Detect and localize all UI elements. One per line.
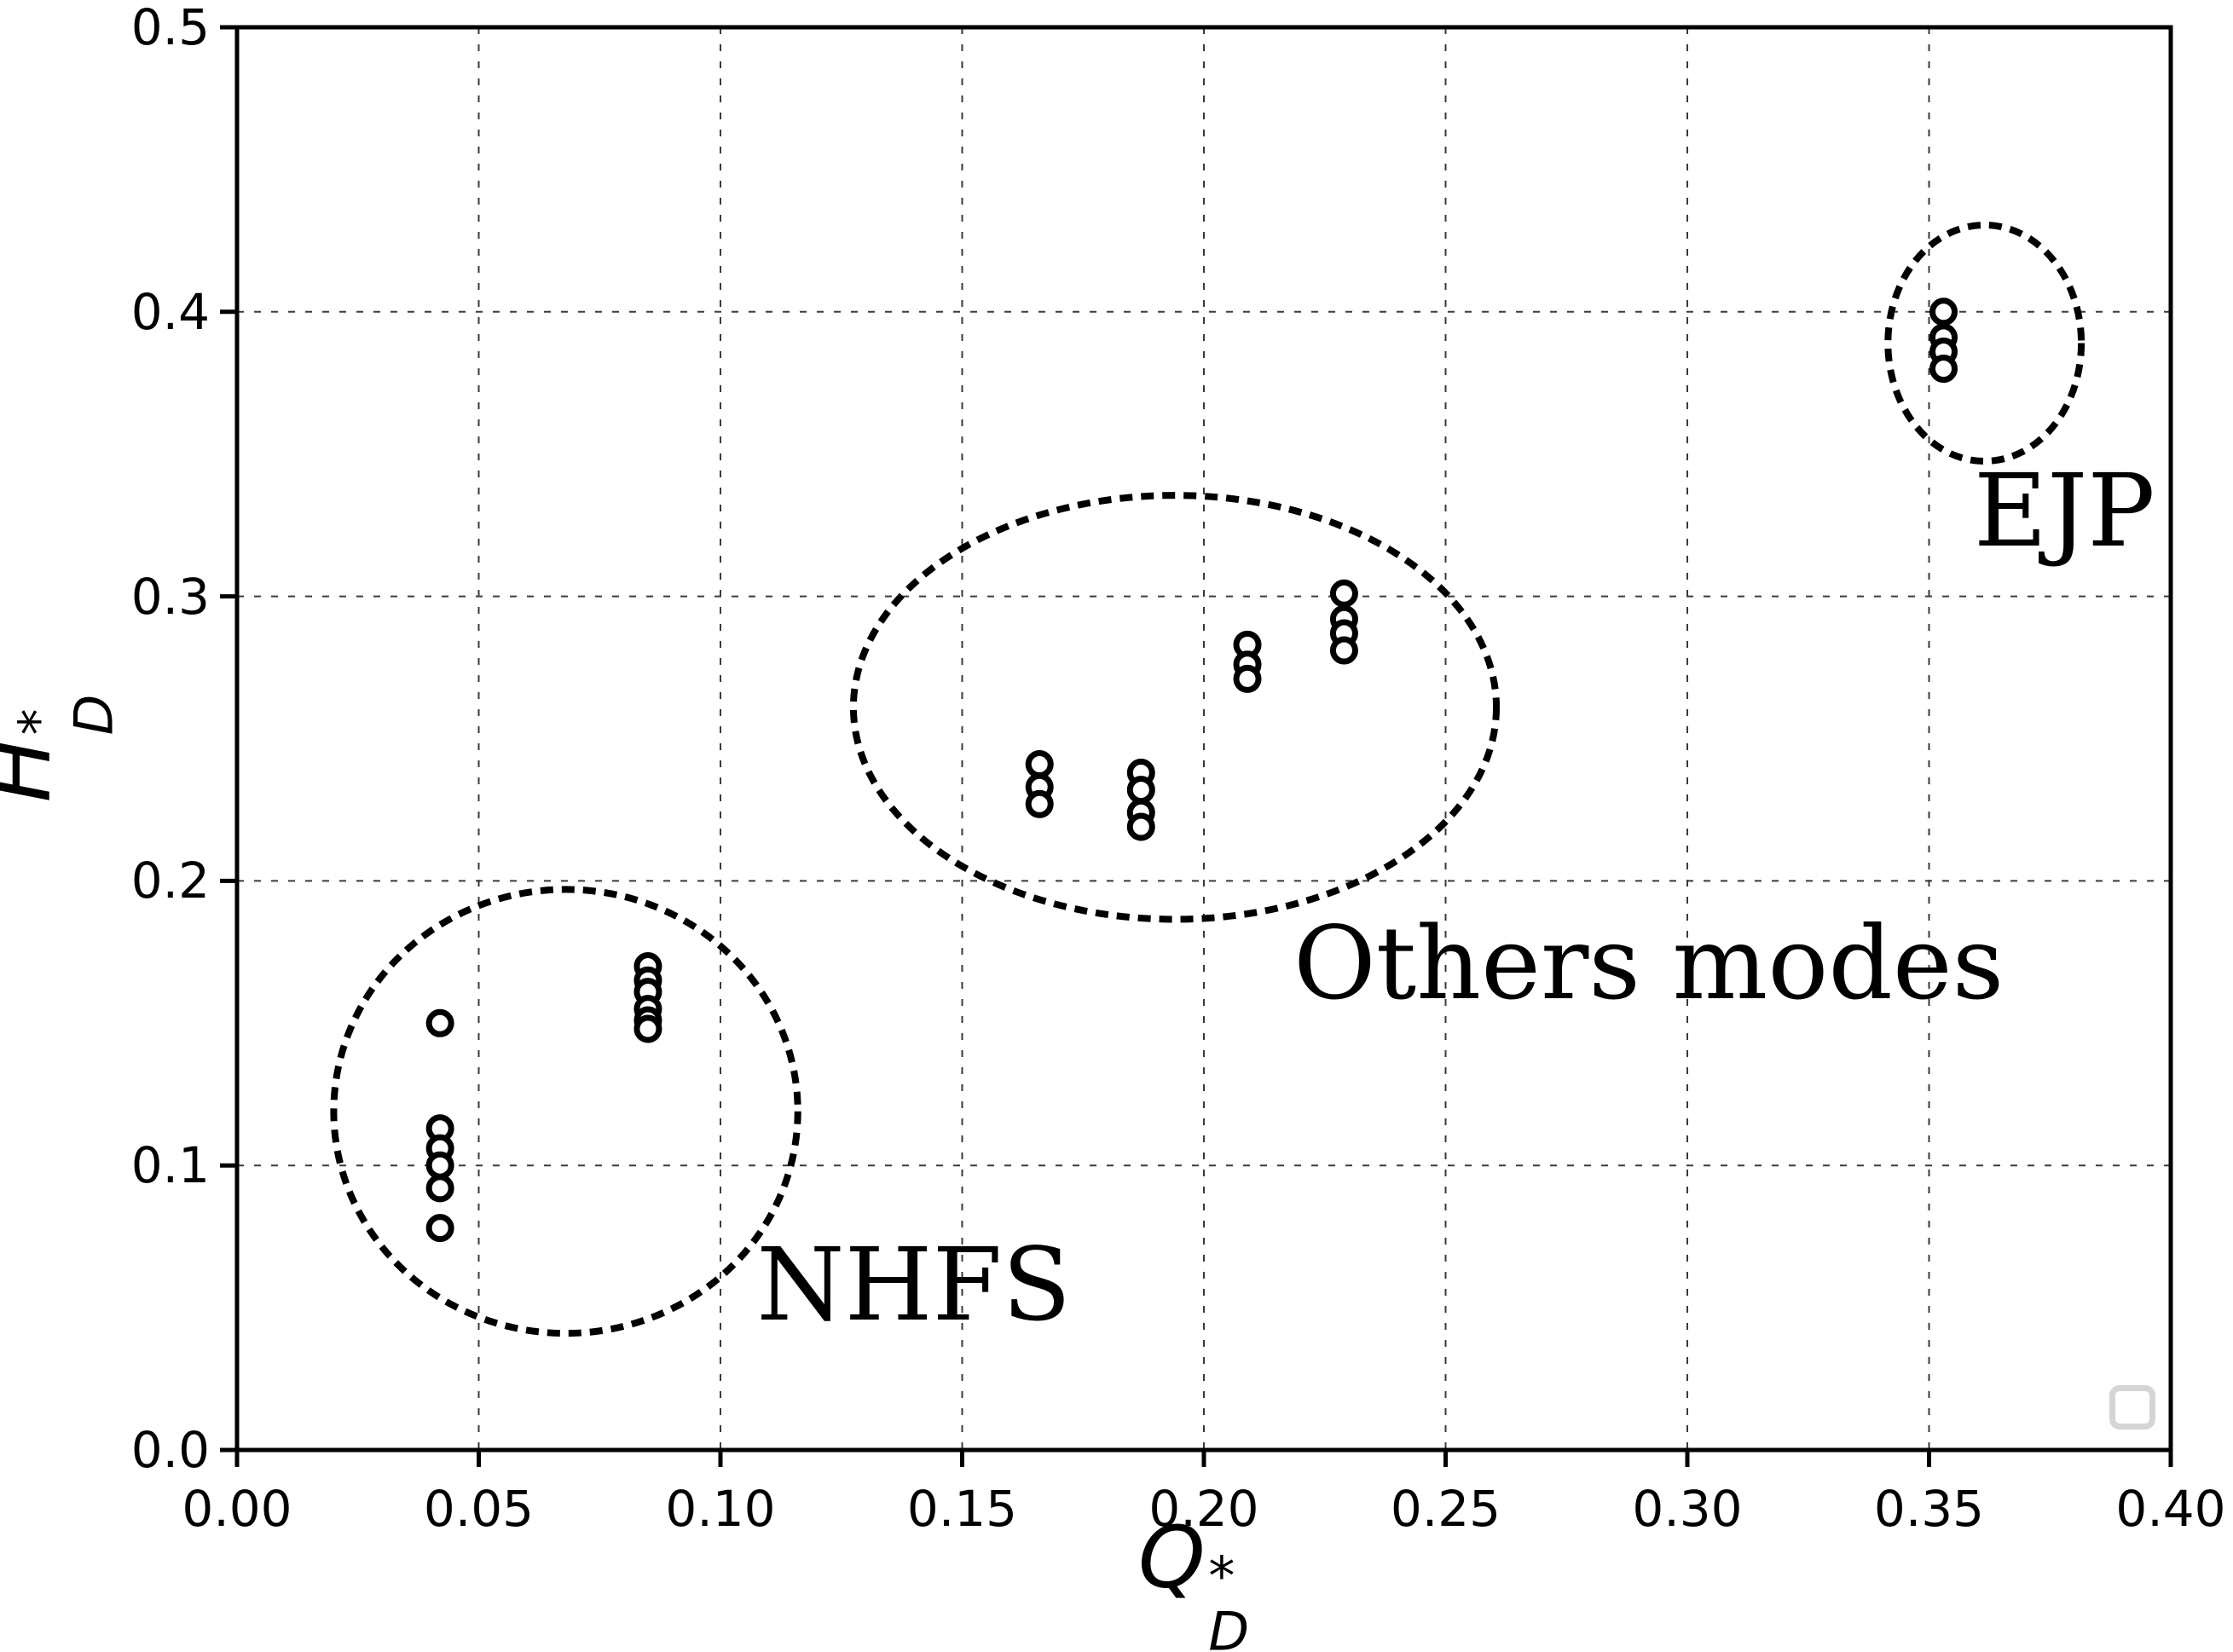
x-tick-label: 0.20 <box>1148 1480 1259 1538</box>
y-tick-label: 0.0 <box>130 1421 210 1479</box>
data-point <box>425 1008 454 1037</box>
x-axis-variable: Q <box>1137 1507 1206 1608</box>
data-point <box>1233 664 1262 693</box>
data-point <box>1329 636 1358 665</box>
x-axis-superscript: * <box>1208 1545 1235 1608</box>
x-tick-label: 0.00 <box>182 1480 292 1538</box>
x-axis-label: Q * D <box>1138 1515 1249 1652</box>
data-point <box>1929 355 1958 384</box>
cluster-ellipse-ejp <box>1884 221 2085 465</box>
cluster-label-ejp: EJP <box>1973 452 2155 570</box>
y-axis-label: H*D <box>0 694 125 803</box>
data-point <box>425 1174 454 1203</box>
cluster-label-nhfs: NHFS <box>756 1226 1072 1344</box>
x-tick-label: 0.40 <box>2115 1480 2226 1538</box>
x-tick-label: 0.30 <box>1632 1480 1743 1538</box>
data-point <box>1025 750 1054 779</box>
x-tick-label: 0.25 <box>1390 1480 1501 1538</box>
data-point <box>633 1014 662 1043</box>
data-point <box>1126 776 1155 805</box>
data-point <box>1126 812 1155 841</box>
y-axis-superscript: * <box>7 708 70 736</box>
y-tick-label: 0.2 <box>130 852 210 910</box>
x-tick-label: 0.05 <box>423 1480 535 1538</box>
data-point <box>1929 297 1958 326</box>
x-tick-label: 0.15 <box>906 1480 1018 1538</box>
x-tick-label: 0.10 <box>665 1480 776 1538</box>
y-axis-variable: H <box>0 738 69 802</box>
data-point <box>1025 789 1054 818</box>
y-tick-label: 0.1 <box>130 1136 210 1195</box>
data-point <box>1329 579 1358 608</box>
cluster-ellipse-others-modes <box>849 492 1501 923</box>
y-tick-label: 0.3 <box>130 567 210 626</box>
x-tick-label: 0.35 <box>1873 1480 1985 1538</box>
legend-placeholder <box>2109 1384 2155 1430</box>
cluster-ellipse-nhfs <box>330 886 801 1337</box>
x-axis-subscript: D <box>1208 1600 1250 1652</box>
cluster-label-others-modes: Others modes <box>1293 904 2004 1023</box>
plot-frame <box>234 25 2173 1453</box>
y-axis-supsub: * D <box>7 694 125 736</box>
data-point <box>425 1151 454 1180</box>
x-axis-supsub: * D <box>1208 1545 1250 1652</box>
y-tick-label: 0.5 <box>130 0 210 56</box>
data-point <box>425 1214 454 1243</box>
y-axis-subscript: D <box>62 694 125 736</box>
y-tick-label: 0.4 <box>130 282 210 341</box>
